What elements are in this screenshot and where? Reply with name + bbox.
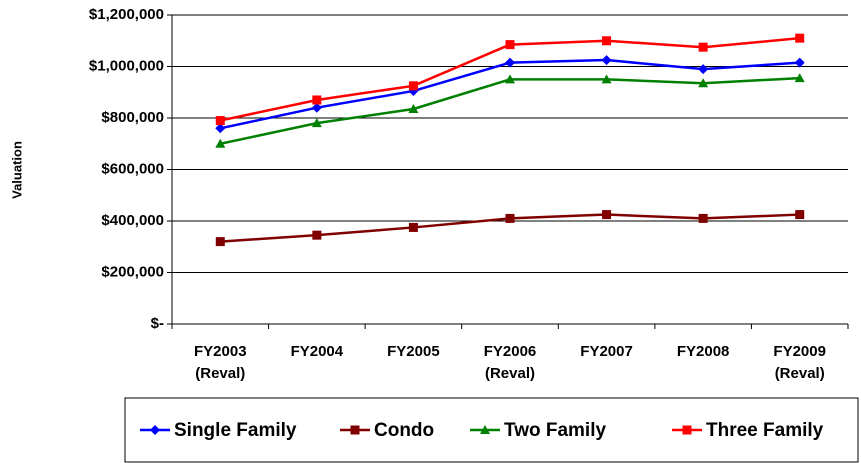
marker [311, 102, 322, 113]
x-tick-label: FY2003 (Reval) [194, 343, 247, 382]
marker [215, 237, 225, 247]
marker [602, 36, 612, 46]
marker [408, 222, 418, 232]
marker [505, 213, 515, 223]
y-tick-label: $1,200,000 [89, 6, 164, 23]
y-tick-label: $800,000 [101, 109, 164, 126]
y-tick-label: $1,000,000 [89, 57, 164, 74]
marker [215, 138, 226, 148]
marker [601, 74, 612, 84]
marker [602, 210, 612, 220]
y-tick-label: $600,000 [101, 160, 164, 177]
marker [150, 425, 160, 435]
marker [215, 116, 225, 126]
y-tick-label: $- [151, 315, 164, 332]
marker [601, 55, 612, 66]
x-tick-label: FY2006 (Reval) [483, 343, 537, 382]
marker [698, 78, 709, 88]
x-tick-label: FY2005 [387, 343, 440, 360]
x-tick-label: FY2008 [676, 343, 730, 360]
marker [794, 57, 805, 68]
marker [312, 95, 322, 105]
marker [505, 40, 515, 50]
marker [312, 230, 322, 240]
marker [795, 210, 805, 220]
marker [698, 42, 708, 52]
marker [698, 213, 708, 223]
x-tick-label: FY2004 [290, 343, 344, 360]
legend-label: Single Family [174, 420, 297, 441]
legend-label: Condo [374, 420, 434, 441]
marker [480, 425, 490, 434]
marker [408, 81, 418, 91]
marker [505, 74, 515, 84]
marker [505, 57, 515, 68]
marker [311, 118, 322, 128]
y-tick-label: $400,000 [101, 212, 164, 229]
y-axis-label: Valuation [9, 141, 24, 199]
y-tick-label: $200,000 [101, 263, 164, 280]
marker [795, 33, 805, 43]
marker [794, 73, 805, 83]
legend-label: Two Family [504, 420, 606, 441]
marker [682, 425, 692, 435]
legend-label: Three Family [706, 420, 824, 441]
marker [350, 425, 360, 435]
marker [215, 123, 226, 134]
x-tick-label: FY2009 (Reval) [773, 343, 826, 382]
x-tick-label: FY2007 [580, 343, 633, 360]
marker [408, 103, 419, 113]
marker [698, 64, 709, 75]
